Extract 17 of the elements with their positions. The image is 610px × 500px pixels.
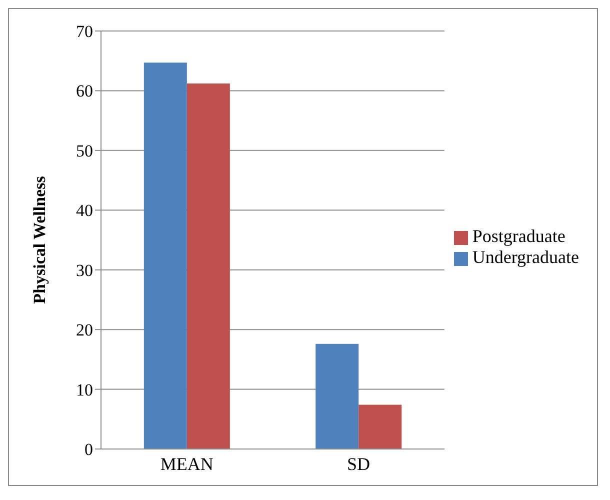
y-tick-label: 0 (84, 440, 93, 460)
x-tick-label: SD (347, 454, 370, 474)
bar (186, 84, 230, 449)
x-tick-label: MEAN (160, 454, 214, 474)
y-tick-label: 70 (76, 22, 93, 42)
legend-label: Undergraduate (472, 247, 579, 267)
y-axis-title: Physical Wellness (30, 176, 50, 304)
bar (144, 62, 187, 449)
y-tick-label: 20 (76, 320, 93, 340)
y-tick-label: 10 (76, 380, 93, 400)
legend-label: Postgraduate (472, 226, 566, 246)
y-tick-label: 30 (76, 260, 93, 280)
y-tick-label: 60 (76, 82, 93, 101)
y-tick-label: 40 (76, 201, 93, 220)
bar (316, 344, 359, 449)
bar (358, 404, 402, 449)
y-tick-label: 50 (76, 141, 93, 160)
